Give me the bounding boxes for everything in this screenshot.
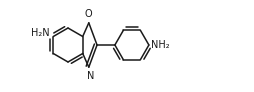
- Text: NH₂: NH₂: [151, 40, 169, 50]
- Text: H₂N: H₂N: [31, 29, 49, 38]
- Text: O: O: [85, 9, 93, 19]
- Text: N: N: [87, 71, 94, 81]
